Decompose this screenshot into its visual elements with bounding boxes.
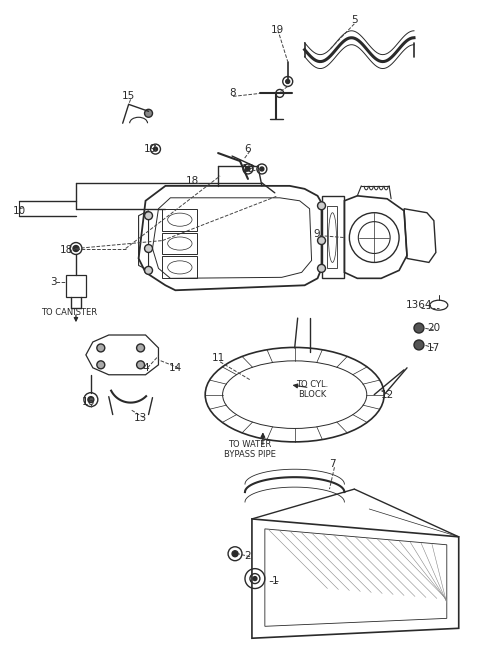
Circle shape [260, 167, 264, 171]
Circle shape [73, 246, 79, 252]
Circle shape [88, 397, 94, 403]
Circle shape [97, 361, 105, 369]
Circle shape [246, 167, 250, 171]
Text: TO CYL.
BLOCK: TO CYL. BLOCK [297, 380, 329, 399]
Text: 16: 16 [82, 397, 96, 407]
Text: 6: 6 [245, 144, 251, 154]
Text: 9: 9 [313, 229, 320, 239]
Text: 19: 19 [241, 164, 254, 174]
Text: 12: 12 [381, 390, 394, 400]
Text: 15: 15 [122, 91, 135, 101]
Text: 19: 19 [144, 144, 157, 154]
Bar [162, 256, 197, 278]
Text: 14: 14 [169, 363, 182, 373]
Circle shape [154, 147, 157, 151]
Text: TO WATER
BYPASS PIPE: TO WATER BYPASS PIPE [224, 440, 276, 459]
Circle shape [318, 202, 325, 210]
Bar [162, 209, 197, 231]
Circle shape [144, 244, 153, 252]
Text: 19: 19 [271, 25, 285, 35]
Text: 10: 10 [13, 206, 26, 215]
Text: 13: 13 [134, 413, 147, 423]
Text: 11: 11 [212, 353, 225, 363]
Circle shape [144, 212, 153, 219]
Circle shape [144, 266, 153, 274]
Bar [162, 233, 197, 254]
Circle shape [253, 576, 257, 580]
Circle shape [137, 344, 144, 352]
Text: 3: 3 [50, 277, 57, 287]
Circle shape [232, 551, 238, 557]
Text: 1364: 1364 [406, 300, 432, 310]
Circle shape [318, 237, 325, 244]
Circle shape [137, 361, 144, 369]
Text: 7: 7 [329, 459, 336, 469]
Text: 8: 8 [230, 89, 236, 99]
Text: 2: 2 [245, 551, 251, 561]
Text: 20: 20 [427, 323, 441, 333]
Bar [66, 275, 86, 297]
Text: 18: 18 [186, 176, 199, 186]
Text: 4: 4 [142, 363, 149, 373]
Text: 17: 17 [427, 343, 441, 353]
Text: TO CANISTER: TO CANISTER [41, 307, 97, 317]
Circle shape [144, 109, 153, 117]
Circle shape [414, 323, 424, 333]
Circle shape [318, 264, 325, 272]
Text: 18: 18 [60, 246, 72, 256]
Circle shape [414, 340, 424, 350]
Text: 5: 5 [351, 15, 358, 25]
Circle shape [97, 344, 105, 352]
Circle shape [286, 79, 290, 83]
Text: 1: 1 [272, 576, 278, 586]
